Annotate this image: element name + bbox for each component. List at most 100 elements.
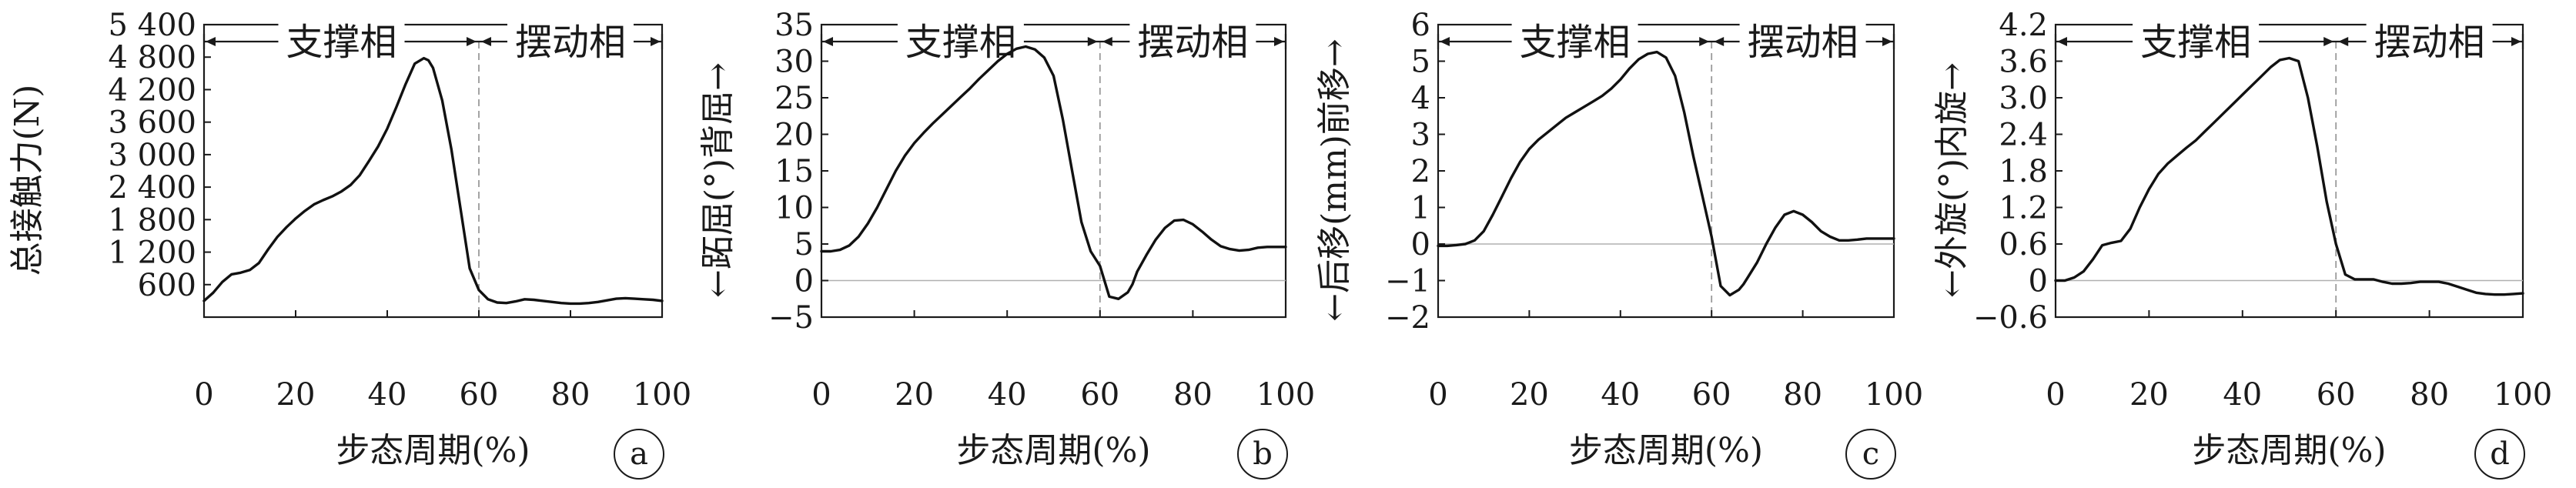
phase-arrow-right xyxy=(1882,37,1892,46)
series-line xyxy=(2054,56,2524,296)
x-tick-label: 80 xyxy=(2410,377,2449,413)
y-axis-title: ←外旋(°)内旋→ xyxy=(1932,62,1972,298)
x-tick-label: 80 xyxy=(1173,377,1213,413)
y-tick-label: −0.6 xyxy=(1973,300,2048,336)
phase-arrow-right xyxy=(2511,37,2521,46)
panel-badge-circle xyxy=(2474,429,2525,480)
y-tick-label: 35 xyxy=(774,8,814,43)
y-tick-label: −5 xyxy=(768,300,814,336)
phase-arrow-swing-start xyxy=(1714,37,1725,46)
y-tick-label: 15 xyxy=(774,154,814,189)
phase-arrow-right xyxy=(651,37,661,46)
y-tick-label: 4 xyxy=(1411,81,1430,116)
plot-frame xyxy=(820,23,1287,319)
x-tick-label: 80 xyxy=(1783,377,1822,413)
phase-label-swing: 摆动相 xyxy=(1137,21,1248,64)
x-axis-title: 步态周期(%) xyxy=(336,431,530,470)
phase-arrow-stance-end xyxy=(1699,37,1710,46)
y-tick-label: 0 xyxy=(1411,227,1430,262)
phase-arrow-left xyxy=(1440,37,1450,46)
plot-frame xyxy=(1437,23,1895,319)
x-tick-label: 20 xyxy=(2129,377,2169,413)
phase-arrow-left xyxy=(206,37,216,46)
phase-arrow-stance-end xyxy=(1087,37,1098,46)
y-tick-label: 3 000 xyxy=(108,138,196,173)
y-tick-label: −2 xyxy=(1385,300,1430,336)
y-tick-label: 2 xyxy=(1411,154,1430,189)
phase-label-swing-bg xyxy=(2366,22,2493,62)
x-tick-label: 0 xyxy=(811,377,831,413)
phase-label-stance-bg xyxy=(897,22,1024,62)
y-tick-label: 25 xyxy=(774,81,814,116)
panel-badge-label: c xyxy=(1862,436,1879,472)
phase-label-stance-bg xyxy=(1511,22,1638,62)
x-tick-label: 0 xyxy=(1428,377,1447,413)
y-tick-label: 600 xyxy=(138,268,196,303)
phase-arrow-right xyxy=(1274,37,1284,46)
x-tick-label: 100 xyxy=(633,377,691,413)
series-line xyxy=(820,45,1287,300)
y-tick-label: 30 xyxy=(774,45,814,80)
y-tick-label: 2.4 xyxy=(1999,118,2048,153)
x-tick-label: 100 xyxy=(2494,377,2552,413)
plot-frame xyxy=(202,23,664,319)
chart-panel-d: 支撑相 摆动相−0.600.61.21.82.43.03.64.20 20 40 60 8… xyxy=(1932,8,2552,480)
phase-label-stance: 支撑相 xyxy=(286,21,396,64)
y-tick-label: 5 400 xyxy=(108,8,196,43)
x-tick-label: 60 xyxy=(1080,377,1119,413)
y-tick-label: 1 800 xyxy=(108,202,196,238)
phase-label-swing-bg xyxy=(1739,22,1866,62)
y-tick-label: 4 200 xyxy=(108,72,196,108)
x-tick-label: 40 xyxy=(368,377,407,413)
panel-badge-label: d xyxy=(2490,436,2510,472)
x-tick-label: 100 xyxy=(1865,377,1923,413)
phase-label-swing: 摆动相 xyxy=(1748,21,1858,64)
x-tick-label: 80 xyxy=(551,377,590,413)
y-axis-title: 总接触力(N) xyxy=(8,85,47,276)
y-tick-label: −1 xyxy=(1385,264,1430,299)
y-tick-label: 1.8 xyxy=(1999,154,2048,189)
y-tick-label: 3 600 xyxy=(108,105,196,141)
x-tick-label: 40 xyxy=(988,377,1027,413)
y-tick-label: 0 xyxy=(2029,264,2048,299)
phase-arrow-stance-end xyxy=(467,37,477,46)
x-tick-label: 20 xyxy=(895,377,934,413)
x-tick-label: 60 xyxy=(1692,377,1731,413)
panel-badge-label: a xyxy=(630,436,648,472)
series-line xyxy=(202,56,664,306)
phase-arrow-swing-start xyxy=(1102,37,1112,46)
phase-arrow-stance-end xyxy=(2323,37,2334,46)
y-tick-label: 5 xyxy=(795,227,814,262)
x-axis-title: 步态周期(%) xyxy=(2192,431,2386,470)
x-tick-label: 20 xyxy=(1510,377,1549,413)
x-tick-label: 40 xyxy=(2223,377,2262,413)
x-tick-label: 0 xyxy=(2046,377,2065,413)
y-tick-label: 1 200 xyxy=(108,236,196,271)
y-tick-label: 3 xyxy=(1411,118,1430,153)
x-axis-title: 步态周期(%) xyxy=(1569,431,1763,470)
phase-arrow-swing-start xyxy=(2338,37,2349,46)
x-tick-label: 0 xyxy=(194,377,213,413)
y-tick-label: 4.2 xyxy=(1999,8,2048,43)
y-tick-label: 5 xyxy=(1411,45,1430,80)
x-tick-label: 40 xyxy=(1601,377,1640,413)
x-tick-label: 60 xyxy=(460,377,499,413)
y-tick-label: 1 xyxy=(1411,191,1430,226)
panel-badge-label: b xyxy=(1253,436,1273,472)
phase-label-stance-bg xyxy=(278,22,405,62)
plot-frame xyxy=(2054,23,2524,319)
x-tick-label: 20 xyxy=(276,377,316,413)
phase-arrow-swing-start xyxy=(481,37,491,46)
y-axis-title: ←后移(mm)前移→ xyxy=(1315,38,1354,322)
phase-arrow-left xyxy=(823,37,833,46)
series-line xyxy=(1437,50,1895,297)
phase-label-stance: 支撑相 xyxy=(2140,21,2251,64)
phase-label-stance: 支撑相 xyxy=(905,21,1016,64)
y-tick-label: 3.6 xyxy=(1999,45,2048,80)
x-axis-title: 步态周期(%) xyxy=(956,431,1150,470)
x-tick-label: 100 xyxy=(1256,377,1315,413)
